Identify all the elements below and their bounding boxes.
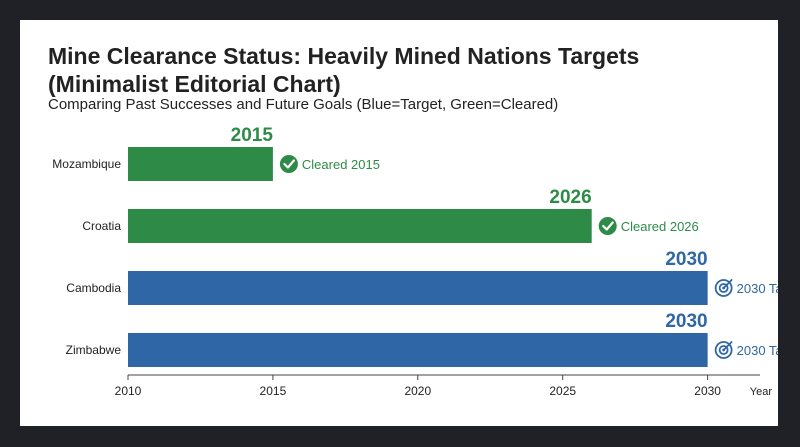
check-mark	[283, 159, 296, 169]
y-category-label: Mozambique	[52, 157, 121, 171]
target-bar	[128, 271, 708, 305]
x-tick-label: 2015	[260, 384, 287, 398]
y-category-label: Cambodia	[66, 281, 121, 295]
x-tick-label: 2020	[404, 384, 431, 398]
cleared-bar	[128, 147, 273, 181]
target-ring-inner	[718, 283, 729, 293]
chart-title: Mine Clearance Status: Heavily Mined Nat…	[48, 42, 748, 98]
check-circle-bg	[598, 217, 617, 235]
bar-value-label: 2030	[665, 311, 707, 332]
target-icon	[714, 279, 733, 297]
bar-value-label: 2030	[665, 249, 707, 270]
y-category-label: Zimbabwe	[66, 343, 122, 357]
bar-annotation: 2030 Target	[737, 343, 778, 358]
check-mark	[602, 221, 614, 231]
x-tick-label: 2025	[549, 384, 576, 398]
target-icon	[714, 341, 733, 359]
target-ring-inner	[718, 345, 729, 355]
target-arrow	[722, 341, 733, 351]
chart-card: Mine Clearance Status: Heavily Mined Nat…	[20, 20, 778, 426]
chart-title-line2: (Minimalist Editorial Chart)	[48, 71, 341, 97]
target-bar	[128, 333, 708, 367]
check-circle-icon	[279, 155, 298, 173]
chart-title-line1: Mine Clearance Status: Heavily Mined Nat…	[48, 43, 640, 69]
bar-annotation: 2030 Target	[737, 281, 778, 296]
target-arrow	[722, 279, 733, 289]
bar-value-label: 2015	[231, 125, 274, 146]
check-circle-bg	[279, 155, 298, 173]
check-circle-icon	[598, 217, 617, 235]
x-tick-label: 2030	[694, 384, 721, 398]
target-ring-outer	[714, 341, 733, 359]
y-category-label: Croatia	[82, 219, 121, 233]
cleared-bar	[128, 209, 592, 243]
bar-annotation: Cleared 2015	[302, 157, 380, 172]
chart-subtitle: Comparing Past Successes and Future Goal…	[48, 96, 559, 113]
target-ring-outer	[714, 279, 733, 297]
x-tick-label: 2010	[115, 384, 142, 398]
bar-chart: 2010 2015 2020 2025 2030 Year Mozambique 2015 Cl…	[52, 125, 778, 398]
bar-annotation: Cleared 2026	[621, 219, 699, 234]
bar-value-label: 2026	[549, 187, 591, 208]
x-axis-label: Year	[750, 386, 773, 398]
